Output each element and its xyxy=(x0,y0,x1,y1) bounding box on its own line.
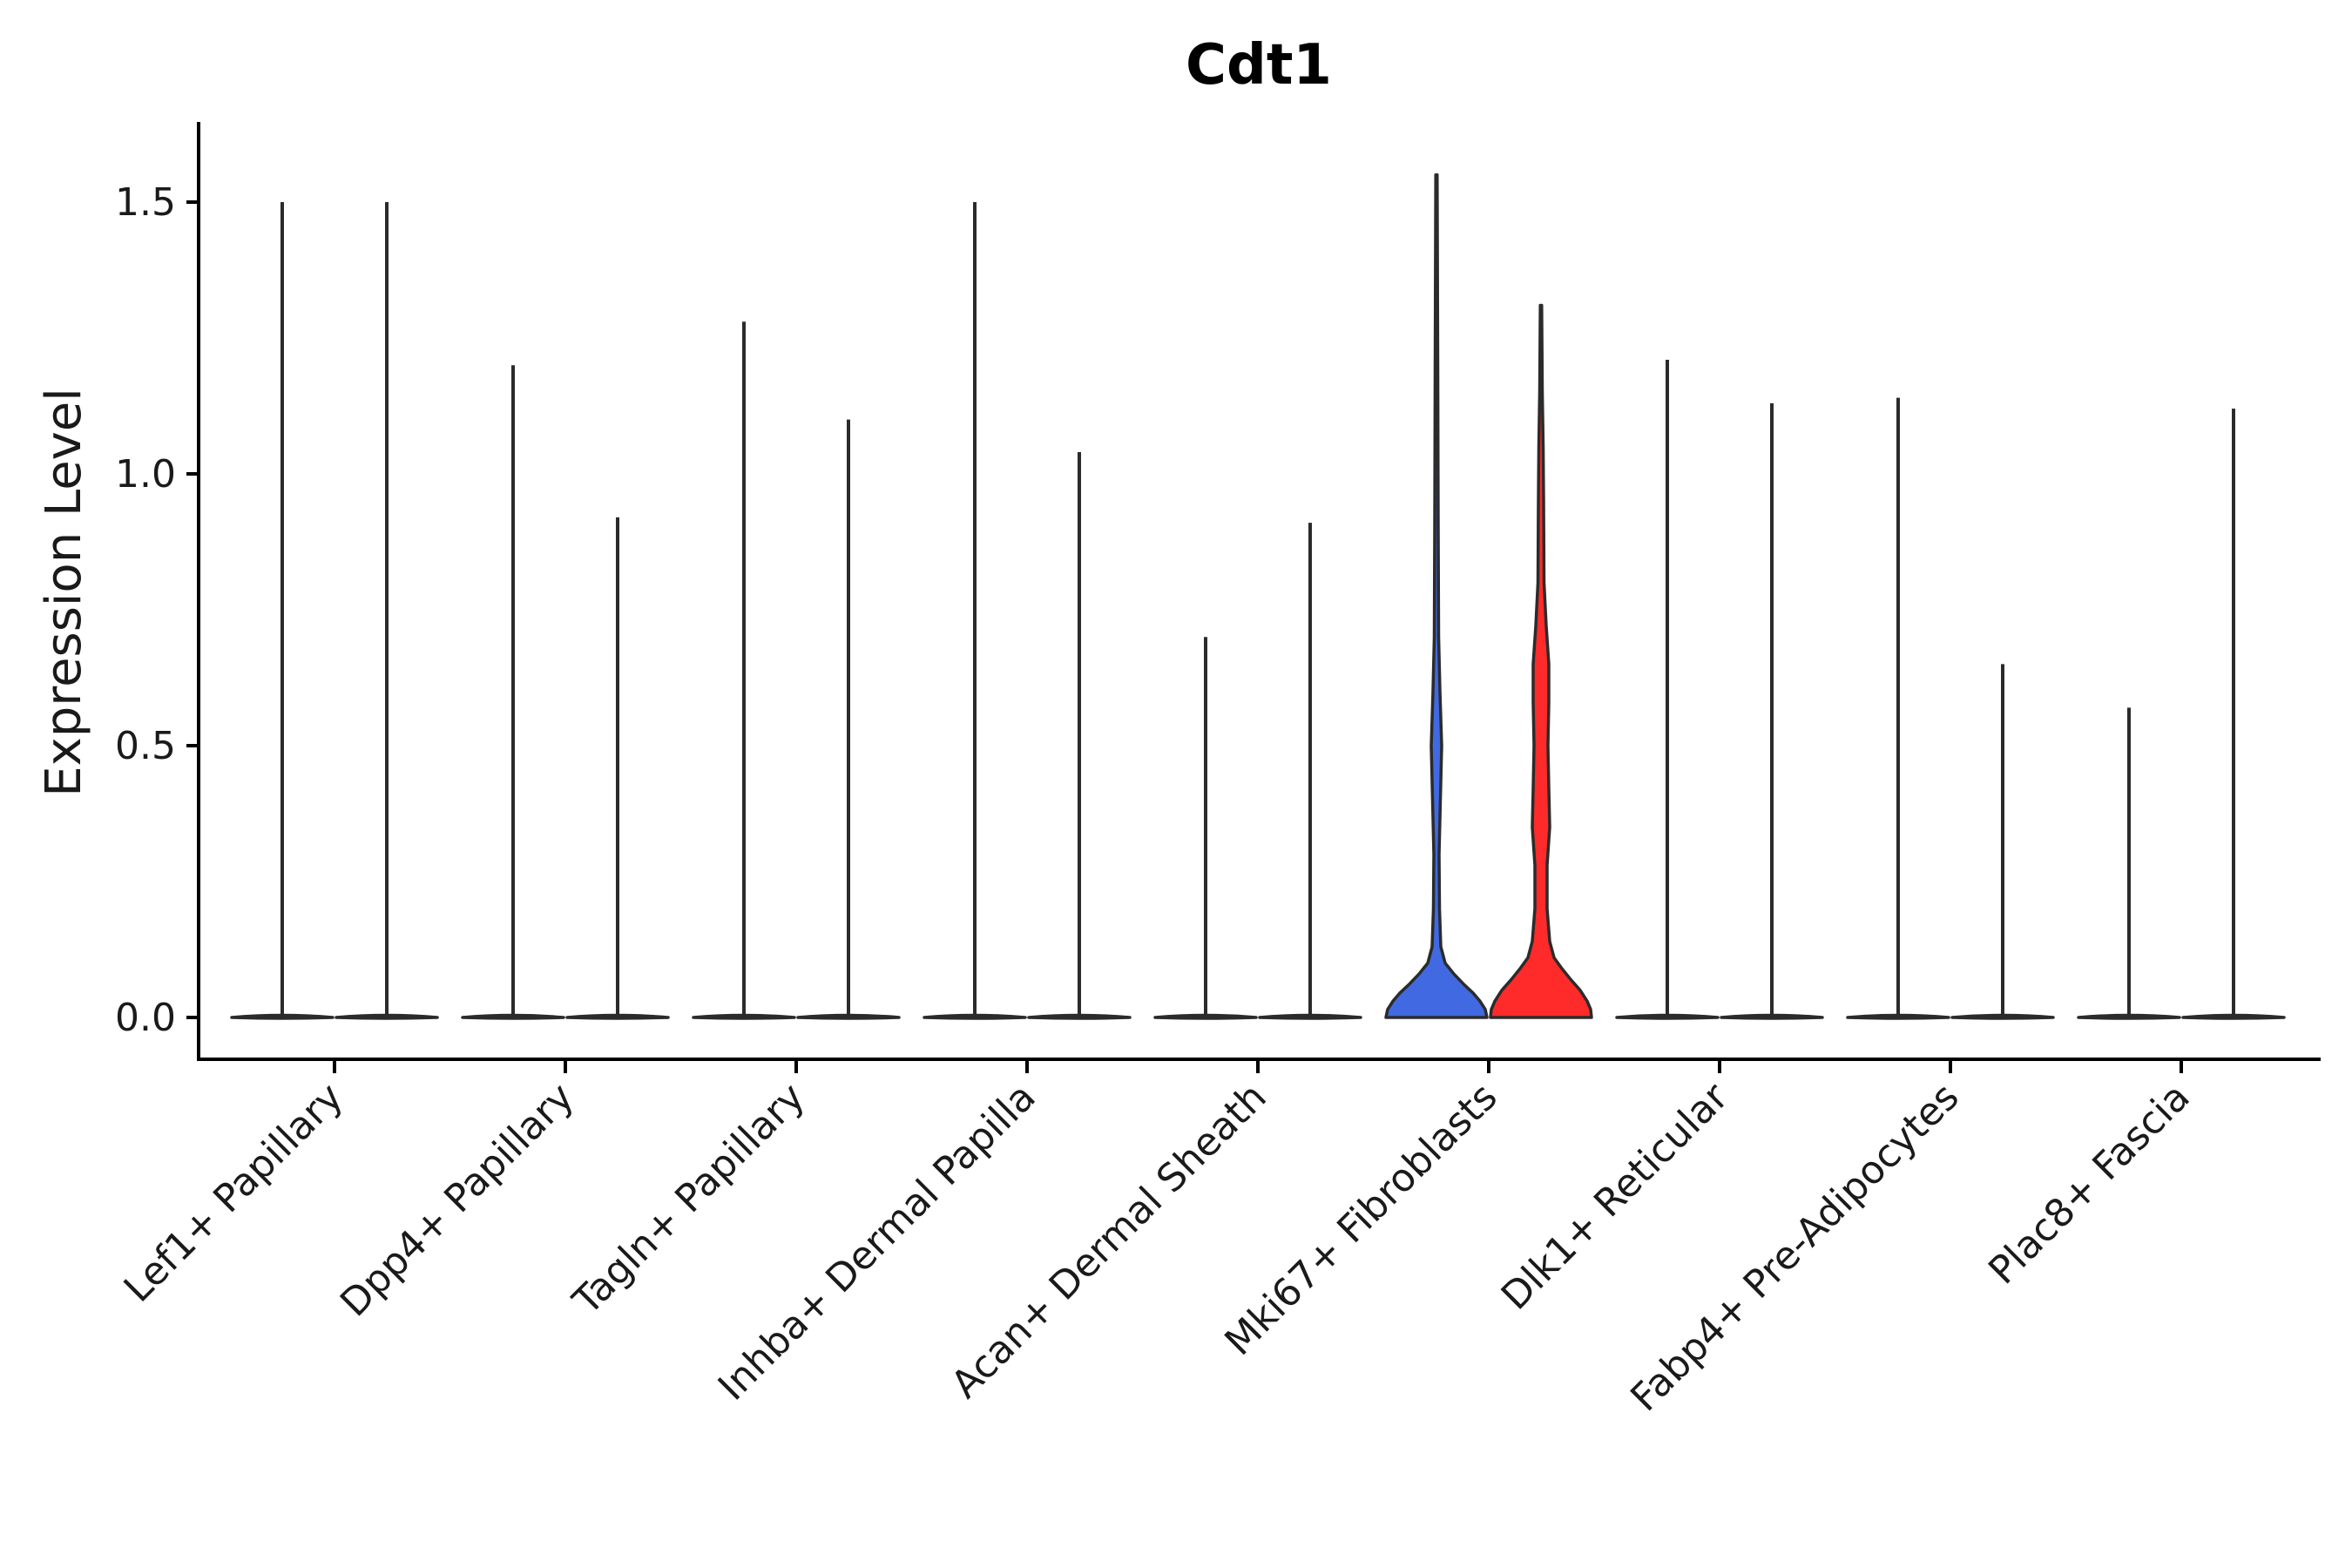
violin-body xyxy=(1384,173,1489,1019)
violin-body xyxy=(1950,1013,2055,1020)
violin-pair xyxy=(461,365,670,1020)
y-axis-ticks: 0.0 0.5 1.0 1.5 xyxy=(115,180,199,1040)
x-tick-label: Dlk1+ Reticular xyxy=(1493,1074,1738,1319)
x-tick-label: Lef1+ Papillary xyxy=(116,1075,352,1311)
x-tick-label: Dpp4+ Papillary xyxy=(332,1075,583,1326)
violin-pair xyxy=(692,321,901,1020)
violin-body xyxy=(461,1013,565,1020)
violin-body xyxy=(1489,303,1593,1019)
y-axis-label: Expression Level xyxy=(36,388,92,797)
violin-pair xyxy=(1615,359,1824,1020)
violin-body xyxy=(2181,1013,2286,1020)
violin-pair xyxy=(1384,173,1593,1019)
violin-pair xyxy=(1153,523,1362,1020)
violin-body xyxy=(1258,1013,1362,1020)
violin-pair xyxy=(923,202,1132,1020)
plot-area xyxy=(230,173,2286,1020)
violin-body xyxy=(1027,1013,1132,1020)
violin-body xyxy=(692,1013,796,1020)
violin-body xyxy=(1720,1013,1824,1020)
violin-body xyxy=(335,1013,439,1020)
violin-pair xyxy=(230,202,439,1020)
violin-body xyxy=(230,1013,335,1020)
violin-pair xyxy=(2077,409,2286,1020)
violin-body xyxy=(1846,1013,1950,1020)
violin-body xyxy=(1615,1013,1720,1020)
violin-body xyxy=(796,1013,901,1020)
y-tick-label: 0.5 xyxy=(115,724,176,768)
violin-pair xyxy=(1846,397,2055,1020)
x-tick-label: Tagln+ Papillary xyxy=(564,1075,814,1324)
y-tick-label: 1.5 xyxy=(115,180,176,225)
x-tick-label: Plac8+ Fascia xyxy=(1980,1075,2199,1294)
violin-body xyxy=(565,1013,670,1020)
chart-title: Cdt1 xyxy=(1186,33,1332,98)
y-tick-label: 1.0 xyxy=(115,452,176,497)
violin-body xyxy=(2077,1013,2181,1020)
y-tick-label: 0.0 xyxy=(115,996,176,1040)
violin-body xyxy=(1153,1013,1258,1020)
violin-body xyxy=(923,1013,1027,1020)
